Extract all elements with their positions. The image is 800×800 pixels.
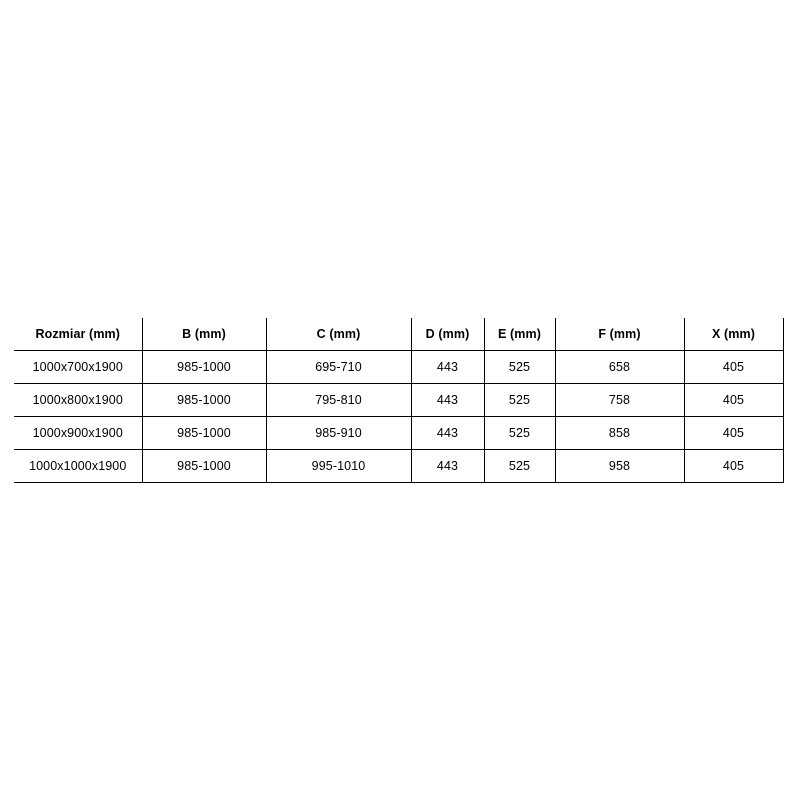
table-row: 1000x800x1900 985-1000 795-810 443 525 7… xyxy=(14,383,784,417)
column-header-rozmiar: Rozmiar (mm) xyxy=(14,318,142,351)
cell-c: 695-710 xyxy=(265,350,411,384)
cell-b: 985-1000 xyxy=(141,383,266,417)
cell-x: 405 xyxy=(683,350,784,384)
table-body: 1000x700x1900 985-1000 695-710 443 525 6… xyxy=(14,350,784,483)
cell-c: 795-810 xyxy=(265,383,411,417)
table-row: 1000x1000x1900 985-1000 995-1010 443 525… xyxy=(14,449,784,483)
specification-table-container: Rozmiar (mm) B (mm) C (mm) D (mm) E (mm)… xyxy=(14,318,784,483)
specification-table: Rozmiar (mm) B (mm) C (mm) D (mm) E (mm)… xyxy=(14,318,784,483)
cell-e: 525 xyxy=(483,416,555,450)
cell-f: 658 xyxy=(554,350,684,384)
cell-c: 985-910 xyxy=(265,416,411,450)
cell-b: 985-1000 xyxy=(141,449,266,483)
cell-rozmiar: 1000x1000x1900 xyxy=(14,449,142,483)
cell-x: 405 xyxy=(683,416,784,450)
cell-f: 758 xyxy=(554,383,684,417)
cell-rozmiar: 1000x800x1900 xyxy=(14,383,142,417)
cell-rozmiar: 1000x900x1900 xyxy=(14,416,142,450)
cell-rozmiar: 1000x700x1900 xyxy=(14,350,142,384)
column-header-f: F (mm) xyxy=(554,318,684,351)
cell-d: 443 xyxy=(410,350,484,384)
cell-f: 958 xyxy=(554,449,684,483)
column-header-b: B (mm) xyxy=(141,318,266,351)
table-header: Rozmiar (mm) B (mm) C (mm) D (mm) E (mm)… xyxy=(14,318,784,351)
cell-b: 985-1000 xyxy=(141,416,266,450)
column-header-e: E (mm) xyxy=(483,318,555,351)
cell-f: 858 xyxy=(554,416,684,450)
cell-x: 405 xyxy=(683,383,784,417)
cell-e: 525 xyxy=(483,449,555,483)
cell-b: 985-1000 xyxy=(141,350,266,384)
cell-e: 525 xyxy=(483,350,555,384)
cell-e: 525 xyxy=(483,383,555,417)
table-row: 1000x900x1900 985-1000 985-910 443 525 8… xyxy=(14,416,784,450)
cell-x: 405 xyxy=(683,449,784,483)
column-header-x: X (mm) xyxy=(683,318,784,351)
table-header-row: Rozmiar (mm) B (mm) C (mm) D (mm) E (mm)… xyxy=(14,318,784,351)
column-header-c: C (mm) xyxy=(265,318,411,351)
cell-d: 443 xyxy=(410,383,484,417)
cell-d: 443 xyxy=(410,449,484,483)
cell-c: 995-1010 xyxy=(265,449,411,483)
column-header-d: D (mm) xyxy=(410,318,484,351)
cell-d: 443 xyxy=(410,416,484,450)
table-row: 1000x700x1900 985-1000 695-710 443 525 6… xyxy=(14,350,784,384)
